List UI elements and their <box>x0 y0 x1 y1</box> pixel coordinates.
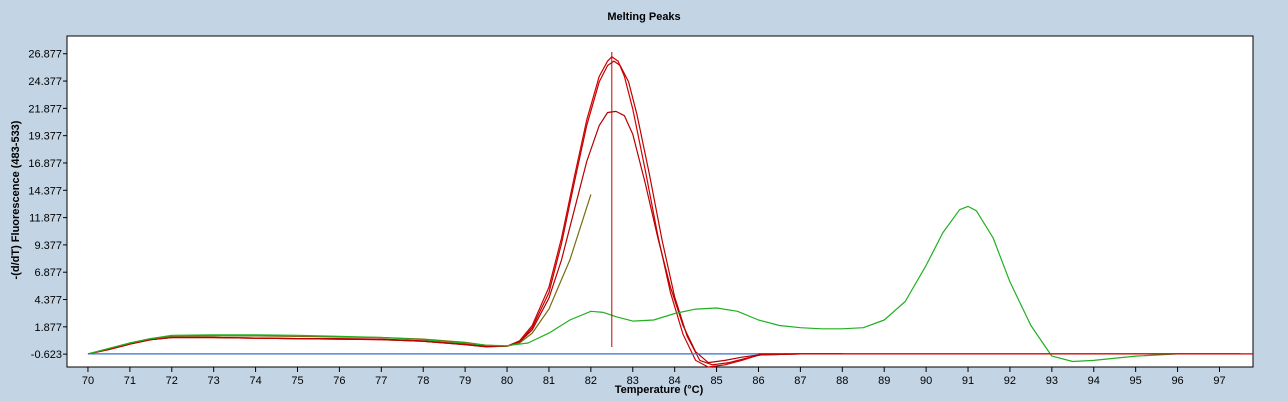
y-tick-label: 19.377 <box>28 131 62 143</box>
series-layer <box>87 56 1253 368</box>
x-tick-label: 76 <box>333 375 345 387</box>
x-tick-label: 90 <box>920 375 932 387</box>
x-tick-label: 73 <box>208 375 220 387</box>
x-tick-label: 96 <box>1171 375 1183 387</box>
y-tick-label: 14.377 <box>28 185 62 197</box>
y-tick-label: -0.623 <box>31 349 62 361</box>
x-tick-label: 78 <box>417 375 429 387</box>
plot-area <box>66 35 1254 368</box>
x-tick-label: 77 <box>375 375 387 387</box>
y-tick-label: 24.377 <box>28 76 62 88</box>
x-tick-label: 94 <box>1088 375 1100 387</box>
x-tick-label: 75 <box>291 375 303 387</box>
x-tick-label: 89 <box>878 375 890 387</box>
x-tick-label: 74 <box>249 375 261 387</box>
y-tick-label: 1.877 <box>34 322 62 334</box>
x-tick-label: 93 <box>1046 375 1058 387</box>
x-tick-label: 84 <box>669 375 681 387</box>
x-axis-title: Temperature (°C) <box>615 384 704 396</box>
x-tick-label: 80 <box>501 375 513 387</box>
x-tick-label: 72 <box>166 375 178 387</box>
x-axis-ticks: 70 71 72 73 74 75 76 77 78 79 80 81 82 83 84 85 86 87 88 89… <box>82 367 1226 387</box>
x-tick-label: 88 <box>836 375 848 387</box>
y-axis-title: -(d/dT) Fluorescence (483-533) <box>10 120 22 279</box>
y-tick-label: 16.877 <box>28 158 62 170</box>
x-tick-label: 87 <box>794 375 806 387</box>
y-tick-label: 4.377 <box>34 295 62 307</box>
x-tick-label: 86 <box>752 375 764 387</box>
x-tick-label: 85 <box>710 375 722 387</box>
chart-title: Melting Peaks <box>607 11 681 23</box>
x-tick-label: 83 <box>627 375 639 387</box>
x-tick-label: 71 <box>124 375 136 387</box>
x-tick-label: 82 <box>585 375 597 387</box>
y-axis-ticks: -0.623 1.877 4.377 6.877 9.377 11.877 14.377 16… <box>28 49 67 361</box>
x-tick-label: 81 <box>543 375 555 387</box>
y-tick-label: 9.377 <box>34 240 62 252</box>
x-tick-label: 70 <box>82 375 94 387</box>
x-tick-label: 95 <box>1130 375 1142 387</box>
y-tick-label: 6.877 <box>34 267 62 279</box>
series-line-5 <box>87 205 1241 363</box>
x-tick-label: 91 <box>962 375 974 387</box>
x-tick-label: 97 <box>1213 375 1225 387</box>
y-tick-label: 26.877 <box>28 49 62 61</box>
y-tick-label: 21.877 <box>28 103 62 115</box>
x-tick-label: 79 <box>459 375 471 387</box>
y-tick-label: 11.877 <box>29 213 62 225</box>
x-tick-label: 92 <box>1004 375 1016 387</box>
